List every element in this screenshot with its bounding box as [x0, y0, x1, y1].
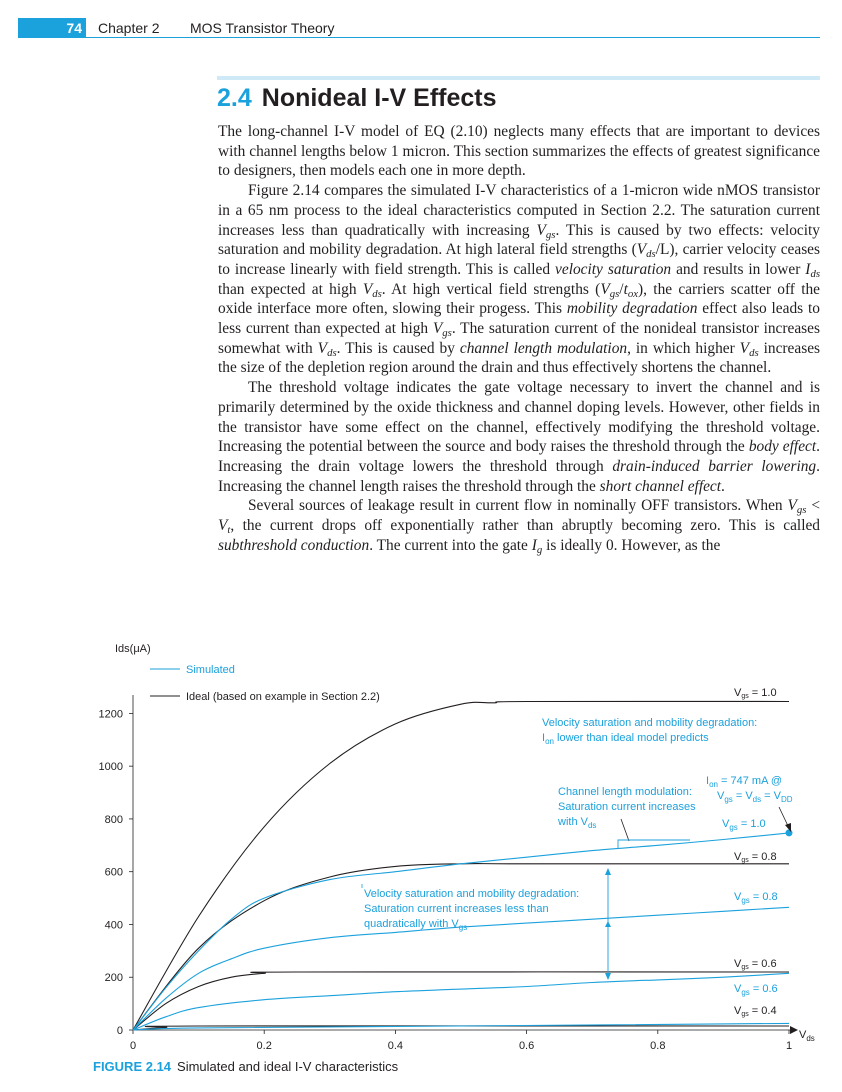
annot-ion-2: Vgs = Vds = VDD [717, 790, 793, 804]
series-line-ideal-04 [132, 1025, 790, 1031]
annot-ion-arrowhead [785, 823, 791, 832]
y-tick-label: 200 [105, 972, 123, 984]
x-tick-label: 0.2 [257, 1040, 272, 1052]
paragraph-4: Several sources of leakage result in cur… [218, 497, 821, 556]
section-heading: 2.4 Nonideal I-V Effects [217, 84, 497, 112]
series-line-ideal-06 [132, 971, 790, 1031]
figure-caption: FIGURE 2.14 Simulated and ideal I-V chara… [93, 1058, 398, 1076]
x-tick-label: 0.8 [650, 1040, 665, 1052]
annot-clm-3: with Vds [557, 816, 596, 830]
series-line-ideal-10 [132, 700, 790, 1031]
annot-velocity-top-2: Ion lower than ideal model predicts [542, 732, 709, 746]
y-tick-label: 0 [117, 1025, 123, 1037]
curve-label-ideal-08: Vgs = 0.8 [734, 851, 777, 864]
page-number: 74 [18, 18, 86, 38]
x-tick-label: 1 [786, 1040, 792, 1052]
annot-vel-mid-1: Velocity saturation and mobility degrada… [364, 888, 579, 900]
legend-ideal: Ideal (based on example in Section 2.2) [186, 691, 380, 703]
annot-clm-pointer [620, 818, 630, 842]
annot-clm-2: Saturation current increases [558, 801, 696, 813]
y-tick-label: 1200 [99, 708, 123, 720]
series-line-ideal-08 [132, 863, 789, 1031]
iv-chart: Ids(μA) Simulated Ideal (based on exampl… [99, 643, 815, 1052]
clm-bracket [617, 839, 690, 848]
x-tick-label: 0.4 [388, 1040, 403, 1052]
x-axis-arrow [790, 1026, 798, 1034]
series-layer [132, 700, 793, 1031]
series-line-simulated-06 [132, 972, 790, 1031]
x-ticks: 0 0.2 0.4 0.6 0.8 1 [130, 1030, 792, 1052]
y-tick-label: 600 [105, 867, 123, 879]
ion-point [785, 829, 793, 837]
series-line-simulated-08 [132, 906, 790, 1031]
section-number: 2.4 [217, 84, 252, 112]
series-line-simulated-10 [132, 832, 790, 1031]
y-tick-label: 400 [105, 919, 123, 931]
y-tick-label: 800 [105, 814, 123, 826]
section-rule [217, 76, 820, 80]
curve-label-ideal-04: Vgs = 0.4 [734, 1005, 777, 1018]
annot-ion-1: Ion = 747 mA @ [706, 775, 782, 789]
x-tick-label: 0.6 [519, 1040, 534, 1052]
annot-vel-mid-3: quadratically with Vgs [364, 918, 467, 932]
y-ticks: 0 200 400 600 800 1000 1200 [99, 708, 133, 1037]
section-title: Nonideal I-V Effects [261, 84, 497, 112]
x-tick-label: 0 [130, 1040, 136, 1052]
chapter-label: Chapter 2 [98, 20, 160, 36]
x-axis-label: Vds [799, 1029, 815, 1043]
annot-velocity-top-1: Velocity saturation and mobility degrada… [542, 717, 757, 729]
gap-arrow-mid [605, 921, 611, 927]
paragraph-3: The threshold voltage indicates the gate… [218, 379, 820, 495]
series-line-simulated-04 [132, 1022, 790, 1031]
curve-label-ideal-06: Vgs = 0.6 [734, 958, 777, 971]
body-text: The long-channel I-V model of EQ (2.10) … [218, 122, 820, 555]
y-axis-label: Ids(μA) [115, 643, 151, 655]
curve-label-ideal-10: Vgs = 1.0 [734, 687, 777, 700]
chapter-title: MOS Transistor Theory [190, 20, 335, 36]
figure-label: FIGURE 2.14 [93, 1059, 172, 1074]
gap-arrow-down [605, 973, 611, 980]
annot-vel-mid-2: Saturation current increases less than [364, 903, 549, 915]
paragraph-2: Figure 2.14 compares the simulated I-V c… [218, 182, 821, 377]
y-tick-label: 1000 [99, 761, 123, 773]
curve-label-sim-08: Vgs = 0.8 [734, 891, 778, 905]
curve-label-sim-06: Vgs = 0.6 [734, 983, 778, 997]
gap-arrow-up [605, 868, 611, 875]
paragraph-1: The long-channel I-V model of EQ (2.10) … [218, 123, 820, 180]
legend-simulated: Simulated [186, 664, 235, 676]
annot-clm-1: Channel length modulation: [558, 786, 692, 798]
figure-caption-text: Simulated and ideal I-V characteristics [177, 1059, 399, 1074]
running-header: 74 Chapter 2 MOS Transistor Theory [18, 18, 820, 38]
curve-label-sim-10: Vgs = 1.0 [722, 818, 766, 832]
header-rule [86, 37, 820, 38]
